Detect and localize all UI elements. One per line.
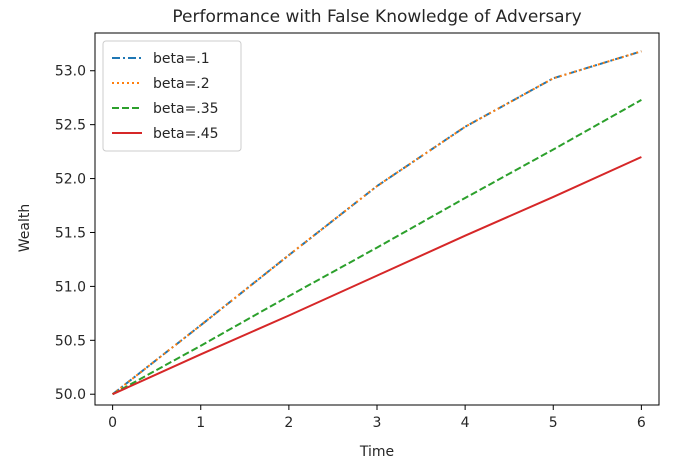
x-tick-label: 2 [284,415,293,431]
y-axis-label: Wealth [17,204,33,252]
legend-label: beta=.35 [153,101,219,117]
series-line-2 [111,50,642,395]
y-tick-label: 52.0 [55,172,86,188]
x-axis-label: Time [359,444,394,460]
x-tick-label: 4 [461,415,470,431]
x-tick-label: 0 [108,415,117,431]
legend-label: beta=.1 [153,51,210,67]
legend-box [102,40,242,152]
y-tick-label: 51.0 [55,279,86,295]
y-tick-label: 51.5 [55,225,86,241]
legend-label: beta=.2 [153,76,210,92]
x-tick-label: 6 [637,415,646,431]
legend: beta=.1 beta=.2 beta=.35 beta=.45 [102,40,242,152]
x-tick-label: 1 [196,415,205,431]
y-tick-label: 50.0 [55,387,86,403]
x-tick-label: 3 [373,415,382,431]
legend-label: beta=.45 [153,126,219,142]
x-tick-label: 5 [549,415,558,431]
y-tick-label: 53.0 [55,64,86,80]
series-line-3 [112,99,642,396]
chart-title: Performance with False Knowledge of Adve… [172,7,581,27]
y-tick-label: 50.5 [55,333,86,349]
y-tick-label: 52.5 [55,118,86,134]
series-line-4 [112,156,642,396]
